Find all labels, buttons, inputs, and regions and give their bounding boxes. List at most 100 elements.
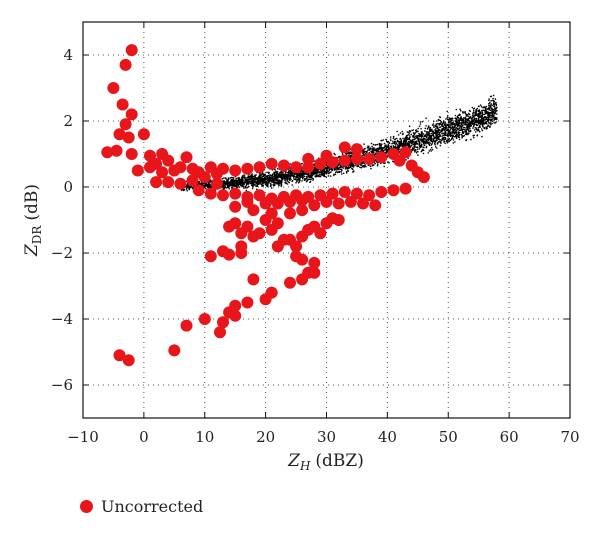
- black-dot: [341, 173, 343, 175]
- black-dot: [309, 175, 312, 177]
- black-dot: [473, 110, 475, 112]
- black-dot: [397, 134, 400, 136]
- black-dot: [373, 164, 375, 166]
- black-dot: [401, 145, 404, 148]
- uncorrected-point: [119, 58, 132, 71]
- black-dot: [363, 165, 365, 168]
- black-dot: [252, 186, 254, 188]
- black-dot: [310, 175, 313, 177]
- black-dot: [415, 152, 418, 154]
- black-dot: [280, 180, 283, 183]
- black-dot: [328, 172, 330, 175]
- black-dot: [247, 176, 249, 179]
- black-dot: [282, 178, 284, 180]
- black-dot: [251, 175, 254, 177]
- y-tick-label: 2: [63, 112, 73, 130]
- black-dot: [367, 164, 370, 167]
- black-dot: [241, 184, 243, 187]
- black-dot: [390, 145, 393, 148]
- black-dot: [495, 118, 498, 121]
- black-dot: [465, 139, 467, 142]
- black-dot: [416, 136, 419, 138]
- black-dot: [434, 124, 437, 127]
- black-dot: [297, 177, 300, 180]
- black-dot: [309, 180, 312, 183]
- black-dot: [330, 171, 332, 173]
- black-dot: [446, 142, 449, 144]
- black-dot: [444, 121, 446, 123]
- black-dot: [385, 144, 387, 146]
- black-dot: [463, 126, 466, 129]
- black-dot: [386, 145, 388, 147]
- black-dot: [278, 184, 280, 187]
- black-dot: [243, 175, 246, 177]
- black-dot: [408, 137, 410, 140]
- black-dot: [338, 170, 340, 173]
- black-dot: [406, 138, 409, 141]
- black-dot: [323, 169, 325, 172]
- black-dot: [414, 146, 417, 148]
- black-dot: [444, 130, 447, 133]
- x-axis-label-sub: H: [299, 459, 311, 473]
- black-dot: [260, 175, 263, 177]
- black-dot: [438, 128, 440, 131]
- black-dot: [457, 131, 460, 133]
- black-dot: [257, 182, 260, 184]
- black-dot: [402, 137, 404, 140]
- black-dot: [223, 177, 225, 179]
- black-dot: [449, 129, 452, 131]
- black-dot: [432, 138, 435, 140]
- black-dot: [425, 139, 428, 142]
- black-dot: [436, 147, 438, 149]
- black-dot: [340, 168, 343, 171]
- black-dot: [432, 131, 434, 134]
- black-dot: [446, 115, 449, 117]
- x-tick-label: 20: [256, 428, 275, 446]
- black-dot: [438, 123, 441, 126]
- black-dot: [437, 136, 439, 138]
- black-dot: [461, 124, 463, 126]
- black-dot: [333, 174, 335, 177]
- black-dot: [468, 109, 471, 112]
- black-dot: [434, 142, 436, 144]
- black-dot: [442, 138, 444, 140]
- black-dot: [369, 165, 372, 167]
- black-dot: [487, 111, 489, 113]
- black-dot: [414, 135, 416, 137]
- black-dot: [262, 179, 264, 181]
- black-dot: [451, 118, 454, 120]
- uncorrected-point: [217, 316, 229, 329]
- black-dot: [233, 181, 236, 183]
- black-dot: [326, 168, 328, 171]
- black-dot: [247, 185, 250, 188]
- black-dot: [455, 127, 458, 129]
- black-dot: [230, 179, 233, 182]
- black-dot: [459, 119, 461, 121]
- black-dot: [201, 183, 204, 186]
- black-dot: [288, 181, 291, 184]
- black-dot: [347, 152, 350, 154]
- black-dot: [254, 178, 256, 180]
- black-dot: [231, 181, 234, 183]
- black-dot: [284, 179, 286, 182]
- black-dot: [308, 174, 310, 177]
- black-dot: [418, 125, 421, 127]
- black-dot: [255, 177, 258, 179]
- black-dot: [439, 119, 442, 122]
- black-dot: [484, 109, 486, 112]
- black-dot: [429, 132, 431, 135]
- black-dot: [258, 177, 261, 180]
- black-dot: [362, 161, 364, 163]
- black-dot: [300, 173, 302, 175]
- uncorrected-point: [350, 187, 363, 200]
- black-dot: [275, 179, 278, 181]
- black-dot: [409, 131, 411, 133]
- x-axis-label: ZH (dBZ): [287, 451, 364, 473]
- uncorrected-point: [314, 227, 327, 240]
- black-dot: [458, 127, 460, 130]
- black-dot: [475, 127, 478, 129]
- black-dot: [284, 172, 287, 175]
- black-dot: [440, 129, 443, 132]
- black-dot: [227, 181, 230, 183]
- black-dot: [467, 112, 470, 115]
